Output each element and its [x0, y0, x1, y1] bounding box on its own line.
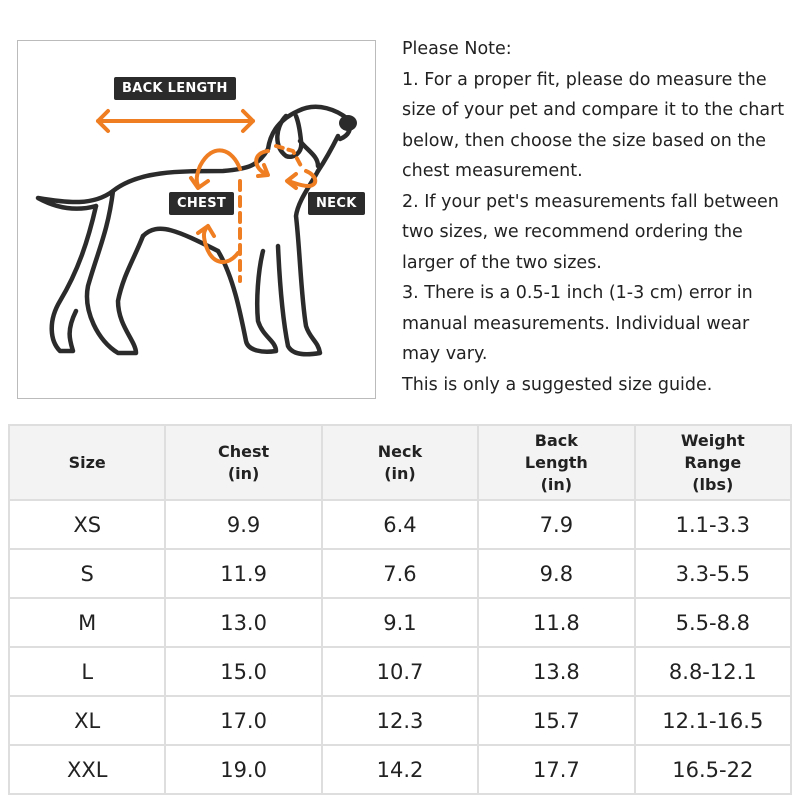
table-row: XXL 19.0 14.2 17.7 16.5-22 — [7, 744, 793, 795]
table-cell: 7.9 — [477, 499, 636, 550]
table-cell: 13.0 — [164, 597, 323, 648]
header-neck: Neck (in) — [320, 424, 480, 501]
note-line: chest measurement. — [402, 161, 583, 181]
table-cell: L — [7, 646, 167, 697]
chest-label: CHEST — [169, 192, 235, 215]
table-header-row: Size Chest (in) Neck (in) Back Length (in) W… — [7, 424, 793, 501]
table-cell: 19.0 — [164, 744, 323, 795]
back-length-label: BACK LENGTH — [114, 77, 236, 100]
table-cell: 15.7 — [477, 695, 636, 746]
table-cell: 16.5-22 — [633, 744, 793, 795]
note-line: 2. If your pet's measurements fall betwe… — [402, 191, 779, 212]
note-line: may vary. — [402, 344, 488, 364]
table-cell: M — [7, 597, 167, 648]
table-cell: 1.1-3.3 — [633, 499, 793, 550]
table-cell: 15.0 — [164, 646, 323, 697]
neck-label: NECK — [308, 192, 365, 215]
header-weight-range: Weight Range (lbs) — [633, 424, 793, 501]
note-line: 3. There is a 0.5-1 inch (1-3 cm) error … — [402, 283, 753, 303]
table-cell: 11.9 — [164, 548, 323, 599]
note-line: Please Note: — [402, 39, 512, 59]
table-cell: S — [7, 548, 167, 599]
table-cell: 9.1 — [320, 597, 480, 648]
note-line: manual measurements. Individual wear — [402, 313, 750, 334]
table-row: XS 9.9 6.4 7.9 1.1-3.3 — [7, 499, 793, 550]
table-cell: 7.6 — [320, 548, 480, 599]
note-line: below, then choose the size based on the — [402, 130, 767, 151]
table-cell: XXL — [7, 744, 167, 795]
table-cell: 8.8-12.1 — [633, 646, 793, 697]
table-cell: 14.2 — [320, 744, 480, 795]
note-line: two sizes, we recommend ordering the — [402, 222, 743, 242]
size-table: Size Chest (in) Neck (in) Back Length (in) W… — [7, 424, 793, 795]
dog-measurement-diagram: BACK LENGTH CHEST NECK — [17, 40, 376, 399]
table-cell: 10.7 — [320, 646, 480, 697]
sizing-note: Please Note: 1. For a proper fit, please… — [402, 34, 797, 400]
table-cell: 6.4 — [320, 499, 480, 550]
table-cell: 12.1-16.5 — [633, 695, 793, 746]
table-cell: 17.0 — [164, 695, 323, 746]
header-chest: Chest (in) — [164, 424, 323, 501]
table-row: M 13.0 9.1 11.8 5.5-8.8 — [7, 597, 793, 648]
table-row: XL 17.0 12.3 15.7 12.1-16.5 — [7, 695, 793, 746]
note-line: larger of the two sizes. — [402, 252, 602, 273]
table-cell: 12.3 — [320, 695, 480, 746]
note-line: This is only a suggested size guide. — [402, 374, 713, 395]
header-size: Size — [7, 424, 167, 501]
table-row: L 15.0 10.7 13.8 8.8-12.1 — [7, 646, 793, 697]
table-cell: 9.9 — [164, 499, 323, 550]
table-cell: XL — [7, 695, 167, 746]
table-cell: XS — [7, 499, 167, 550]
table-cell: 9.8 — [477, 548, 636, 599]
header-back-length: Back Length (in) — [477, 424, 636, 501]
note-line: size of your pet and compare it to the c… — [402, 100, 785, 120]
note-line: 1. For a proper fit, please do measure t… — [402, 69, 767, 90]
table-cell: 11.8 — [477, 597, 636, 648]
table-cell: 17.7 — [477, 744, 636, 795]
table-cell: 3.3-5.5 — [633, 548, 793, 599]
table-row: S 11.9 7.6 9.8 3.3-5.5 — [7, 548, 793, 599]
table-cell: 5.5-8.8 — [633, 597, 793, 648]
dog-outline-icon — [35, 104, 357, 357]
table-cell: 13.8 — [477, 646, 636, 697]
